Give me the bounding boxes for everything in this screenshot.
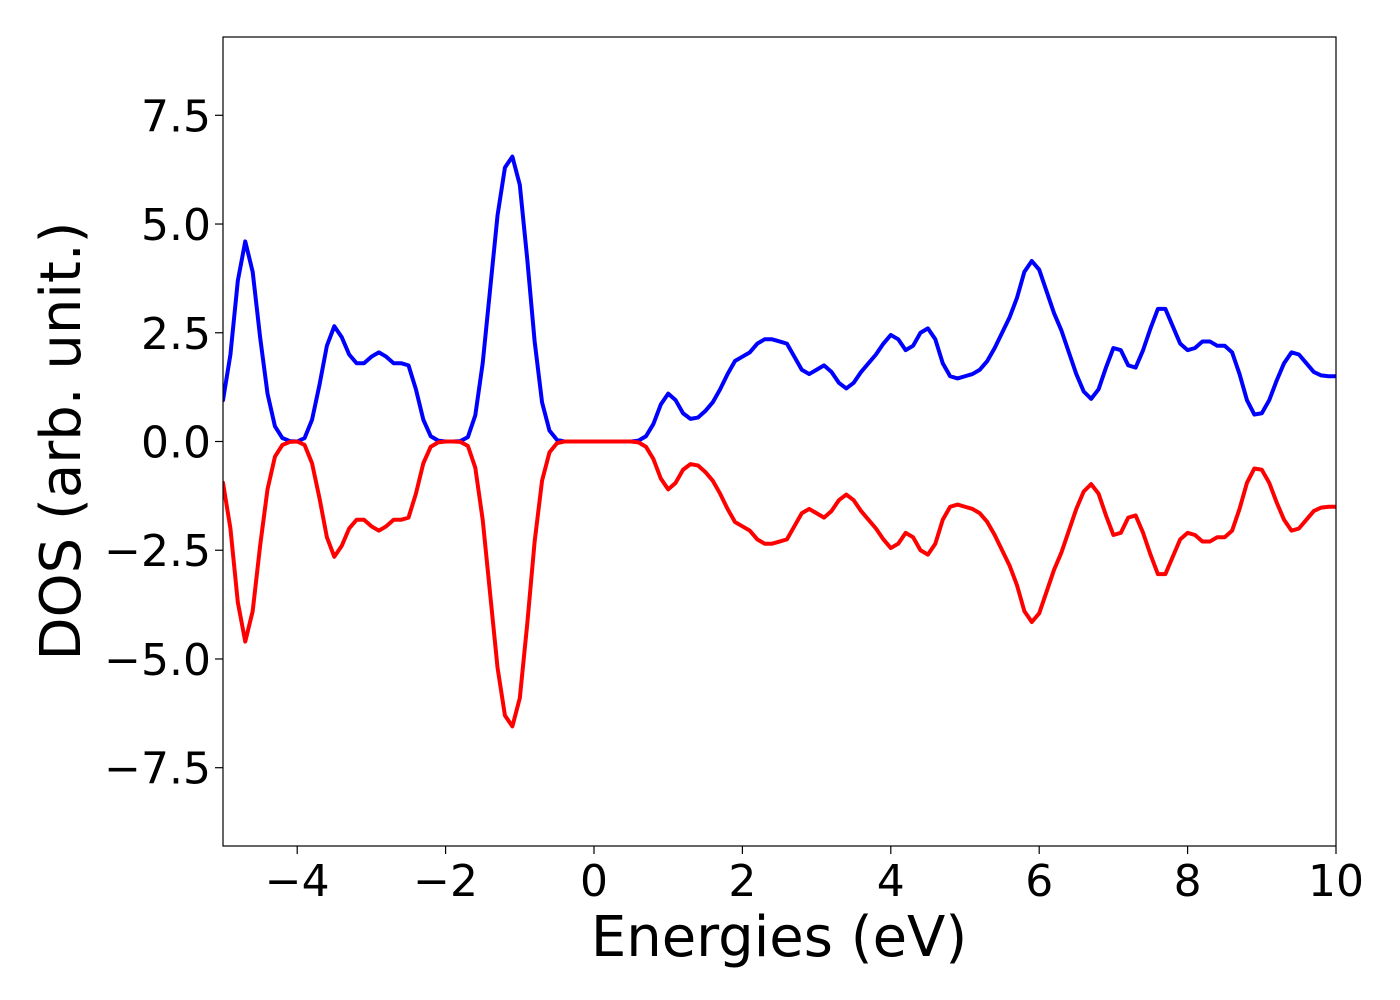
x-tick-label: 0 [580, 856, 608, 907]
y-tick-label: −7.5 [104, 744, 211, 795]
x-axis-label: Energies (eV) [591, 905, 967, 970]
series-line-0 [223, 154, 1336, 444]
y-tick-label: 2.5 [141, 309, 211, 360]
series-layer [223, 154, 1336, 729]
y-axis-ticks: −7.5 −5.0 −2.5 0.0 2.5 5.0 7.5 [104, 91, 223, 795]
y-axis-label: DOS (arb. unit.) [29, 221, 94, 660]
x-axis-ticks: −4 −2 0 2 4 6 8 10 [265, 846, 1364, 907]
x-tick-label: 4 [877, 856, 905, 907]
x-tick-label: −4 [265, 856, 330, 907]
plot-background [223, 37, 1336, 846]
x-tick-label: −2 [413, 856, 478, 907]
x-tick-label: 6 [1025, 856, 1053, 907]
y-tick-label: 0.0 [141, 418, 211, 469]
y-tick-label: 5.0 [141, 200, 211, 251]
y-tick-label: −2.5 [104, 526, 211, 577]
x-tick-label: 2 [728, 856, 756, 907]
x-tick-label: 8 [1174, 856, 1202, 907]
y-tick-label: −5.0 [104, 635, 211, 686]
x-tick-label: 10 [1308, 856, 1364, 907]
series-line-1 [223, 439, 1336, 729]
y-tick-label: 7.5 [141, 91, 211, 142]
